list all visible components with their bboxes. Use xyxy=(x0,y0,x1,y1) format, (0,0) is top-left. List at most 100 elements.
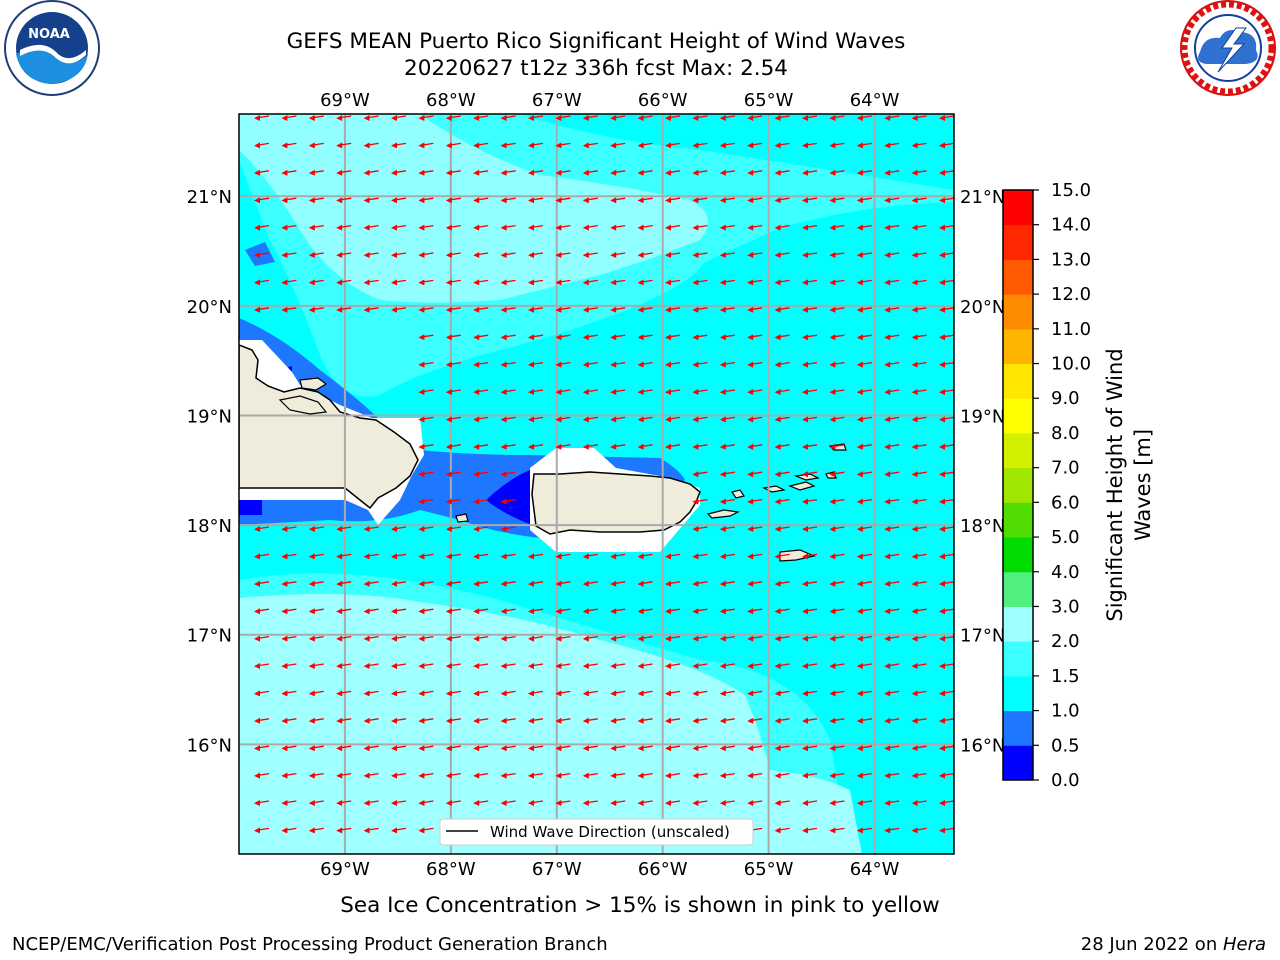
wind-arrow xyxy=(719,580,735,587)
colorbar-tick-label: 1.5 xyxy=(1051,666,1080,687)
wind-arrow xyxy=(445,197,461,204)
wind-arrow xyxy=(829,443,845,450)
colorbar-label-line2: Waves [m] xyxy=(1131,429,1155,541)
wind-arrow xyxy=(719,416,735,423)
wind-arrow xyxy=(555,443,571,450)
wind-arrow xyxy=(418,389,434,395)
wind-arrow xyxy=(473,361,489,368)
wind-arrow xyxy=(829,471,845,478)
wind-arrow xyxy=(363,279,379,286)
wind-arrow xyxy=(582,197,598,204)
wind-arrow xyxy=(610,772,626,779)
wind-arrow xyxy=(747,334,763,341)
wind-arrow xyxy=(637,361,653,368)
map-frame xyxy=(238,113,955,855)
wind-arrow xyxy=(473,526,489,532)
colorbar-segment xyxy=(1003,571,1033,607)
wind-arrow xyxy=(308,169,324,176)
wind-arrow xyxy=(308,553,324,560)
wind-arrow xyxy=(939,690,954,697)
wind-arrow xyxy=(555,142,571,149)
wind-arrow xyxy=(336,197,352,204)
wind-arrow xyxy=(418,169,434,176)
wind-arrow xyxy=(774,306,790,313)
wind-arrow xyxy=(719,526,735,532)
wind-arrow xyxy=(610,416,626,423)
wind-arrow xyxy=(719,334,735,341)
wind-arrow xyxy=(829,717,845,724)
colorbar-segment xyxy=(1003,224,1033,260)
wind-arrow xyxy=(856,197,872,204)
wind-arrow xyxy=(363,772,379,779)
wind-arrow xyxy=(555,224,571,231)
wind-arrow xyxy=(610,580,626,587)
wind-arrow xyxy=(445,608,461,615)
lon-label-top: 69°W xyxy=(320,90,370,111)
wind-arrow xyxy=(829,169,845,176)
wind-arrow xyxy=(418,827,434,834)
wind-arrow xyxy=(610,553,626,560)
wind-arrow xyxy=(473,635,489,642)
wind-arrow xyxy=(500,361,516,368)
land-culebra xyxy=(731,489,745,499)
wind-arrow xyxy=(473,498,489,505)
lat-label-left: 19°N xyxy=(187,406,232,427)
wind-arrow xyxy=(528,197,544,204)
wind-arrow xyxy=(719,197,735,204)
wind-arrow xyxy=(363,827,379,834)
wind-arrow xyxy=(418,306,434,313)
wind-arrow xyxy=(747,772,763,779)
wind-arrow xyxy=(939,827,954,834)
lon-label-top: 65°W xyxy=(744,90,794,111)
wind-arrow xyxy=(308,745,324,752)
wind-arrow xyxy=(692,361,708,368)
wind-arrow xyxy=(281,827,297,834)
wind-arrow xyxy=(884,690,900,697)
wind-arrow xyxy=(582,224,598,231)
wind-arrow xyxy=(939,279,954,286)
wind-arrow xyxy=(802,772,818,779)
footer-machine-name: Hera xyxy=(1223,934,1266,955)
lat-label-left: 17°N xyxy=(187,626,232,647)
wind-arrow xyxy=(582,306,598,313)
wind-arrow xyxy=(665,197,681,204)
wind-arrow xyxy=(829,279,845,286)
wind-arrow xyxy=(281,169,297,176)
wind-arrow xyxy=(528,252,544,258)
colorbar-segment xyxy=(1003,363,1033,399)
wind-arrow xyxy=(336,772,352,779)
wind-arrow xyxy=(939,772,954,779)
wind-arrow xyxy=(445,169,461,176)
footer-left-credit: NCEP/EMC/Verification Post Processing Pr… xyxy=(12,934,608,955)
wind-arrow xyxy=(939,635,954,642)
wind-arrow xyxy=(308,717,324,724)
wind-arrow xyxy=(308,608,324,615)
wind-arrow xyxy=(308,635,324,642)
wind-arrow xyxy=(692,416,708,423)
wind-arrow xyxy=(418,608,434,615)
wind-arrow xyxy=(500,197,516,204)
wind-arrow xyxy=(802,306,818,313)
wind-arrow xyxy=(637,663,653,669)
wind-arrow xyxy=(473,252,489,258)
wind-arrow xyxy=(500,389,516,395)
lon-label-bottom: 66°W xyxy=(638,859,688,880)
wind-arrow xyxy=(308,526,324,532)
wind-arrow xyxy=(856,827,872,834)
wind-arrow xyxy=(445,443,461,450)
wind-arrow xyxy=(829,115,845,121)
wind-arrow xyxy=(555,389,571,395)
wind-arrow xyxy=(363,580,379,587)
wind-arrow xyxy=(582,115,598,121)
lat-label-left: 16°N xyxy=(187,735,232,756)
wind-arrow xyxy=(719,690,735,697)
wind-arrow xyxy=(445,334,461,341)
latitude-labels-left: 21°N 20°N 19°N 18°N 17°N 16°N xyxy=(187,187,232,756)
wind-arrow xyxy=(281,745,297,752)
colorbar-tick-label: 9.0 xyxy=(1051,388,1080,409)
colorbar-frame xyxy=(1002,189,1034,781)
wind-arrow xyxy=(445,635,461,642)
colorbar-tick-label: 1.0 xyxy=(1051,701,1080,722)
wind-arrow xyxy=(884,827,900,834)
wind-arrow xyxy=(719,498,735,505)
